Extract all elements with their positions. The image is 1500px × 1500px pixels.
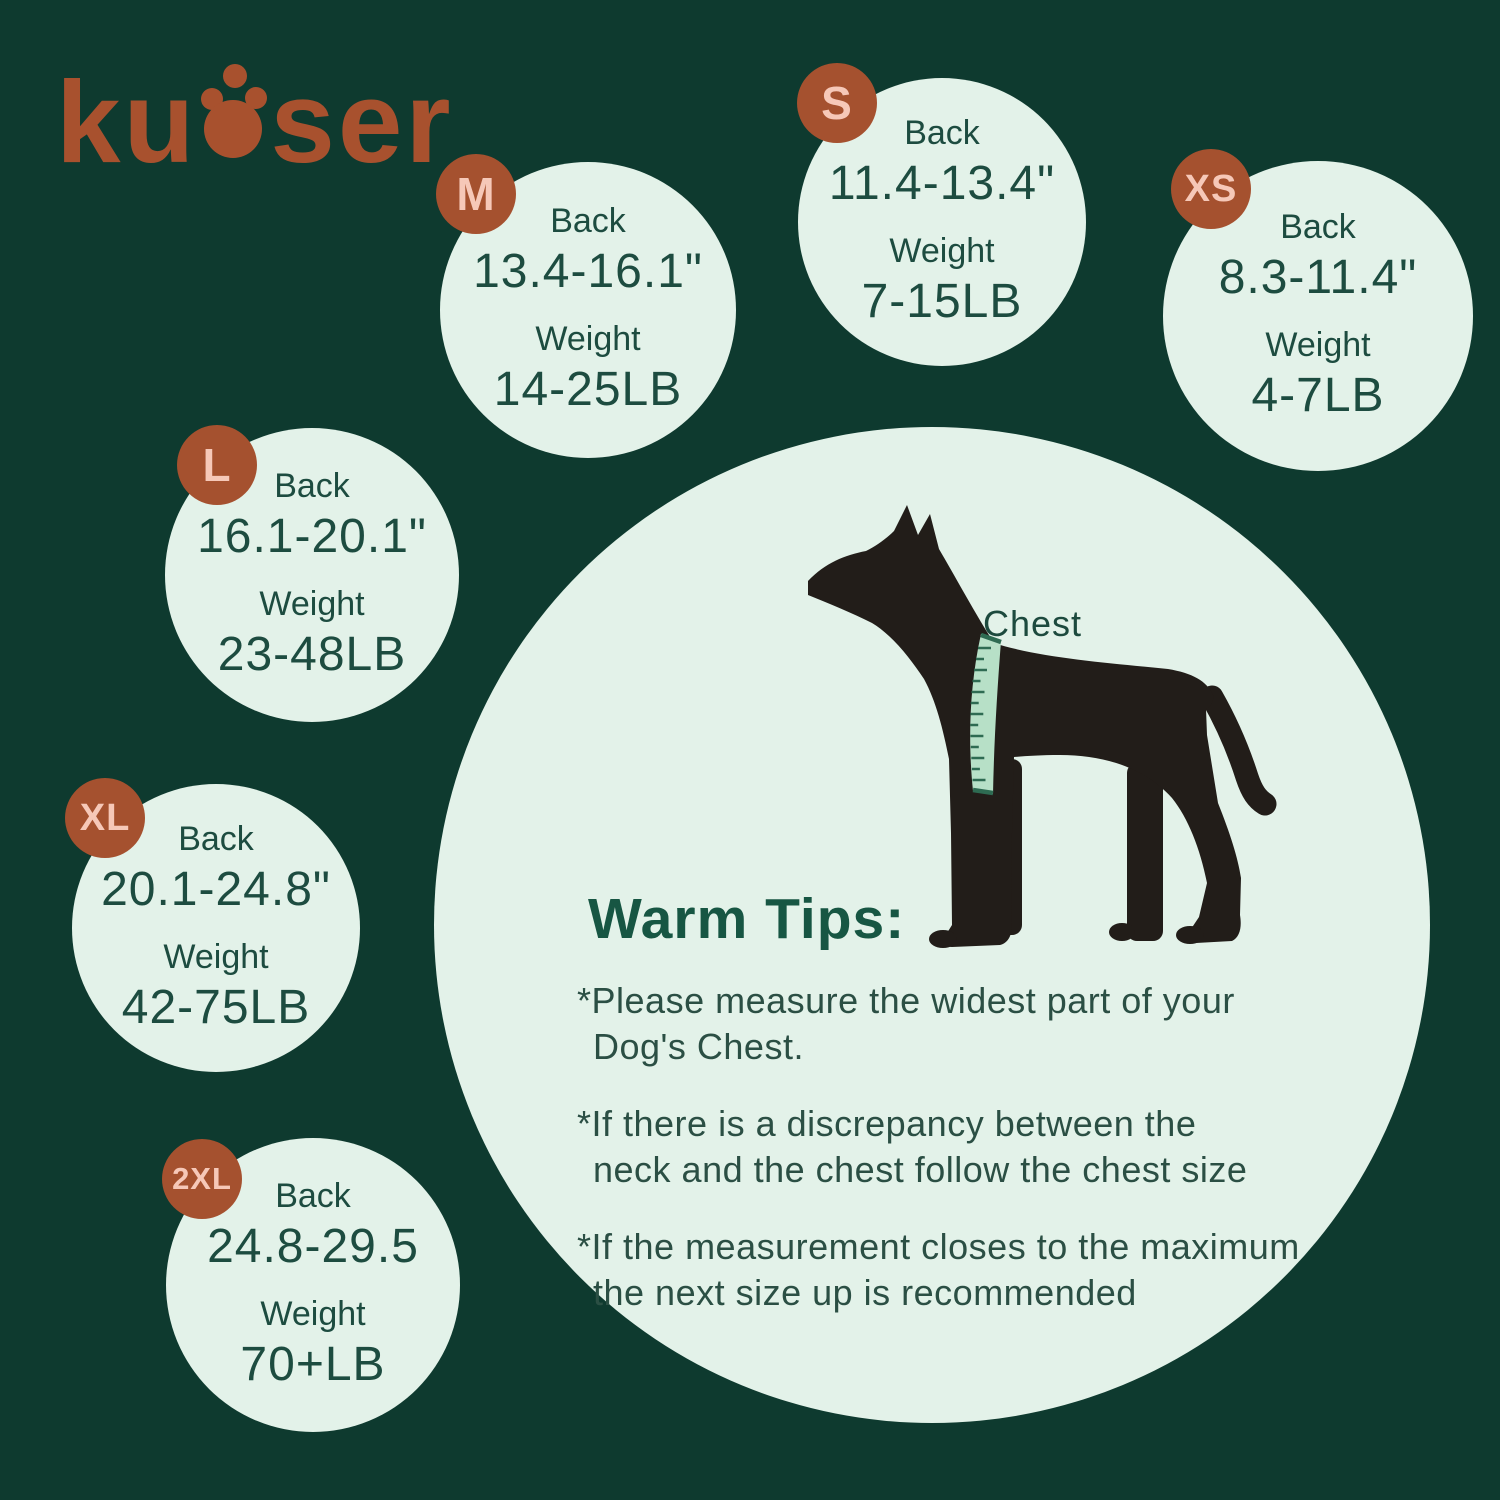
paw-icon [201, 60, 268, 158]
weight-label: Weight [259, 585, 365, 623]
warm-tips-heading: Warm Tips: [588, 887, 906, 951]
size-circle-2xl: 2XL Back 24.8-29.5 Weight 70+LB [162, 1138, 460, 1432]
tip-line: *If the measurement closes to the maximu… [577, 1226, 1300, 1267]
back-label: Back [178, 819, 254, 858]
size-badge-m: M [436, 154, 516, 234]
size-circle-xl: XL Back 20.1-24.8" Weight 42-75LB [65, 778, 360, 1072]
brand-logo-text-ser: ser [270, 57, 454, 187]
tip-size-up: *If the measurement closes to the maximu… [577, 1224, 1347, 1316]
brand-logo-text-ku: ku [56, 57, 198, 187]
back-value: 20.1-24.8" [101, 863, 331, 917]
weight-label: Weight [163, 938, 269, 976]
back-value: 16.1-20.1" [197, 510, 427, 564]
weight-value: 23-48LB [217, 628, 407, 682]
weight-label: Weight [889, 232, 995, 270]
back-value: 8.3-11.4" [1218, 251, 1418, 305]
paw-toe [245, 87, 268, 109]
back-value: 13.4-16.1" [473, 245, 703, 299]
weight-value: 70+LB [240, 1338, 386, 1392]
tip-line: *Please measure the widest part of your [577, 980, 1235, 1021]
measuring-tape-icon [970, 632, 1002, 796]
back-label: Back [1280, 207, 1356, 246]
back-label: Back [904, 113, 980, 152]
weight-value: 7-15LB [861, 275, 1023, 329]
dog-body [808, 505, 1277, 948]
back-label: Back [274, 466, 350, 505]
size-badge-xs: XS [1171, 149, 1251, 229]
weight-value: 42-75LB [121, 981, 311, 1035]
warm-tips-section: Warm Tips: *Please measure the widest pa… [577, 886, 1347, 1347]
size-badge-2xl: 2XL [162, 1139, 242, 1219]
weight-value: 4-7LB [1251, 369, 1385, 423]
weight-label: Weight [260, 1295, 366, 1333]
tip-discrepancy: *If there is a discrepancy between the n… [577, 1101, 1347, 1193]
back-label: Back [550, 201, 626, 240]
size-badge-xl: XL [65, 778, 145, 858]
size-circle-m: M Back 13.4-16.1" Weight 14-25LB [436, 154, 736, 458]
tip-line: neck and the chest follow the chest size [593, 1149, 1248, 1190]
tip-line: *If there is a discrepancy between the [577, 1103, 1197, 1144]
size-circle-l: L Back 16.1-20.1" Weight 23-48LB [165, 425, 459, 722]
size-circle-xs: XS Back 8.3-11.4" Weight 4-7LB [1163, 149, 1473, 471]
dog-silhouette [808, 505, 1277, 948]
chest-label: Chest [983, 603, 1083, 644]
tip-measure-chest: *Please measure the widest part of your … [577, 978, 1347, 1070]
tip-line: the next size up is recommended [593, 1272, 1137, 1313]
weight-label: Weight [1265, 326, 1371, 364]
back-value: 24.8-29.5 [207, 1220, 419, 1274]
back-label: Back [275, 1176, 351, 1215]
brand-logo: ku ser [56, 60, 454, 180]
size-badge-l: L [177, 425, 257, 505]
weight-label: Weight [535, 320, 641, 358]
paw-pad [204, 100, 263, 158]
size-badge-s: S [797, 63, 877, 143]
back-value: 11.4-13.4" [828, 157, 1056, 211]
weight-value: 14-25LB [493, 363, 683, 417]
size-circle-s: S Back 11.4-13.4" Weight 7-15LB [797, 63, 1086, 366]
paw-toe [223, 64, 248, 88]
tip-line: Dog's Chest. [593, 1026, 804, 1067]
